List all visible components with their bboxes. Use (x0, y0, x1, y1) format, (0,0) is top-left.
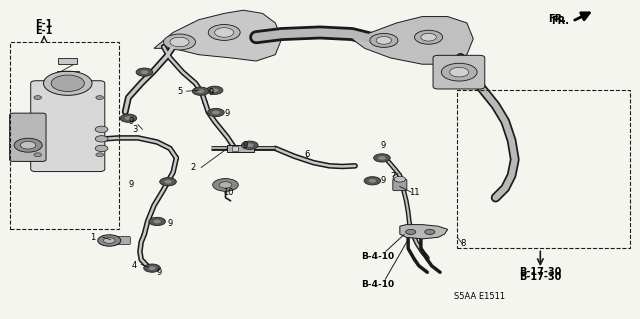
Text: B-4-10: B-4-10 (362, 252, 395, 261)
Text: 9: 9 (156, 268, 162, 277)
Circle shape (369, 179, 376, 183)
Circle shape (450, 67, 468, 77)
Circle shape (95, 126, 108, 132)
Text: 5: 5 (177, 87, 182, 96)
Circle shape (96, 153, 104, 157)
Circle shape (34, 96, 42, 100)
Text: FR.: FR. (548, 14, 566, 24)
Circle shape (241, 141, 258, 149)
Circle shape (206, 86, 223, 94)
Circle shape (20, 141, 36, 149)
Circle shape (148, 266, 156, 270)
FancyBboxPatch shape (433, 55, 484, 89)
Text: 6: 6 (304, 150, 309, 159)
Text: 3: 3 (132, 125, 138, 134)
Bar (58, 58, 77, 64)
Polygon shape (400, 225, 448, 239)
Text: 9: 9 (208, 88, 214, 97)
Bar (227, 145, 254, 152)
Text: 9: 9 (224, 109, 230, 118)
Text: 7: 7 (390, 173, 396, 182)
Circle shape (212, 179, 238, 191)
Circle shape (164, 34, 195, 50)
Text: B-17-30: B-17-30 (519, 272, 561, 282)
Circle shape (44, 71, 92, 95)
Circle shape (120, 114, 137, 122)
Circle shape (442, 63, 477, 81)
FancyBboxPatch shape (393, 179, 407, 191)
Circle shape (96, 96, 104, 100)
Circle shape (376, 37, 392, 44)
Circle shape (212, 111, 220, 114)
Circle shape (425, 229, 435, 234)
FancyBboxPatch shape (31, 81, 105, 172)
Circle shape (170, 37, 189, 47)
Polygon shape (154, 10, 282, 61)
Circle shape (219, 182, 232, 188)
FancyBboxPatch shape (108, 236, 131, 245)
Circle shape (394, 176, 406, 182)
Circle shape (211, 88, 218, 92)
Circle shape (154, 219, 161, 223)
Circle shape (421, 33, 436, 41)
Text: 8: 8 (461, 239, 466, 248)
Circle shape (246, 143, 253, 147)
Circle shape (214, 28, 234, 37)
Text: FR.: FR. (551, 16, 569, 26)
Circle shape (141, 70, 148, 74)
Circle shape (95, 136, 108, 142)
Polygon shape (352, 17, 473, 64)
Circle shape (98, 235, 121, 246)
Text: B-17-30: B-17-30 (519, 267, 561, 277)
Bar (232, 145, 238, 151)
Text: 1: 1 (90, 233, 95, 242)
Circle shape (415, 30, 443, 44)
Text: 9: 9 (128, 117, 134, 126)
Circle shape (125, 116, 132, 120)
Circle shape (136, 68, 153, 76)
FancyBboxPatch shape (10, 113, 46, 161)
Text: 11: 11 (409, 188, 419, 197)
Circle shape (14, 138, 42, 152)
Circle shape (144, 264, 161, 272)
Circle shape (374, 154, 390, 162)
Circle shape (104, 238, 115, 243)
Circle shape (51, 75, 84, 92)
Circle shape (406, 229, 416, 234)
Text: 9: 9 (168, 219, 173, 227)
Text: E-1: E-1 (35, 19, 53, 29)
Bar (458, 90, 630, 249)
Circle shape (378, 156, 386, 160)
Circle shape (364, 177, 381, 185)
Circle shape (370, 33, 398, 48)
Text: 9: 9 (380, 176, 385, 185)
Circle shape (197, 89, 204, 93)
Text: 9: 9 (381, 141, 386, 150)
Circle shape (192, 87, 209, 95)
Text: 4: 4 (131, 261, 137, 271)
Circle shape (207, 108, 224, 117)
Text: S5AA E1511: S5AA E1511 (454, 292, 505, 300)
Circle shape (34, 153, 42, 157)
Text: E-1: E-1 (35, 26, 53, 36)
Text: B-4-10: B-4-10 (362, 280, 395, 289)
Text: 9: 9 (242, 141, 247, 150)
Circle shape (208, 25, 240, 41)
Circle shape (164, 180, 172, 184)
Circle shape (95, 145, 108, 152)
Text: 2: 2 (190, 163, 195, 172)
Text: 10: 10 (223, 188, 234, 197)
Circle shape (149, 217, 166, 226)
Circle shape (160, 178, 176, 186)
Text: 9: 9 (128, 181, 134, 189)
Bar (10, 42, 119, 229)
